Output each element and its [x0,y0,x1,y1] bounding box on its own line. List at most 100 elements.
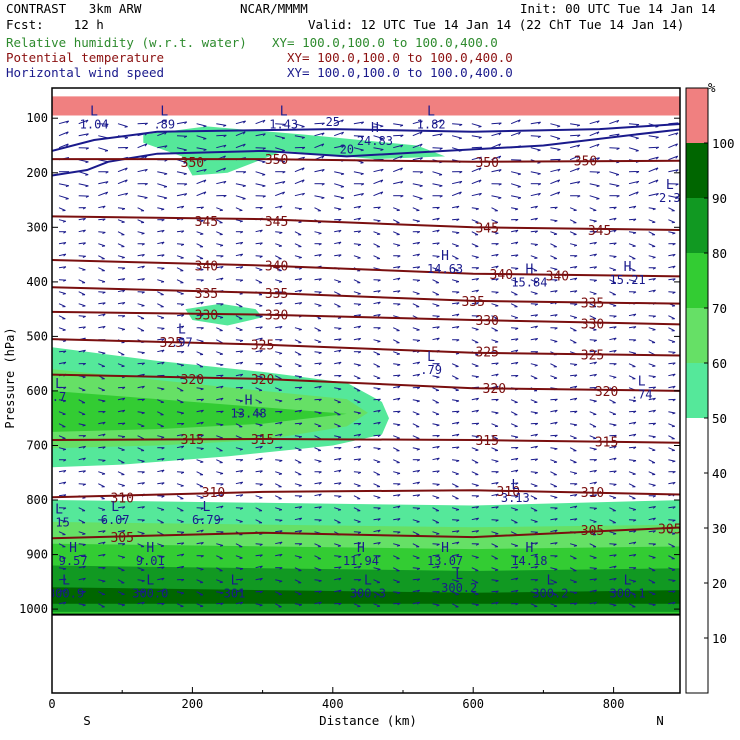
wind-vector-head [82,326,86,330]
wind-vector [294,506,302,509]
wind-vector [137,327,145,332]
wind-vector-head [416,279,421,282]
wind-vector-head [613,497,617,499]
wind-vector [589,507,597,509]
wind-vector [157,555,165,557]
wind-vector-head [240,266,244,269]
wind-vector [294,397,302,401]
wind-vector [432,495,440,499]
wind-vector [157,207,165,210]
wind-vector [668,195,679,199]
wind-vector-head [439,185,443,188]
wind-vector-head [102,291,106,294]
colorbar-swatch [686,583,708,639]
wind-vector-head [417,266,421,269]
theta-contour-label: 340 [490,268,513,283]
wind-vector [98,387,105,391]
wind-vector [137,219,145,223]
wind-vector-head [220,505,224,509]
low-marker: L [231,574,239,589]
wind-vector [452,123,463,125]
wind-vector [373,123,384,127]
wind-vector [176,519,184,523]
wind-vector [451,363,459,367]
wind-vector-head [82,229,86,233]
wind-vector-head [220,518,224,521]
wind-vector [392,567,400,572]
wind-vector-head [318,291,322,294]
wind-vector-head [436,229,440,233]
wind-vector [98,313,106,317]
wind-vector [353,399,361,403]
wind-vector-head [652,365,656,367]
wind-vector-head [219,244,224,247]
wind-vector-head [240,470,244,473]
wind-vector-head [63,459,67,462]
wind-vector-head [436,533,440,535]
wind-vector [58,350,67,353]
wind-vector-head [495,482,499,485]
wind-vector-head [534,566,539,569]
wind-vector [550,434,558,437]
wind-vector [550,398,558,401]
wind-vector [451,180,463,185]
wind-vector [412,601,420,605]
wind-vector [451,205,460,209]
wind-vector-head [613,337,617,341]
wind-vector-head [318,398,322,402]
wind-vector [373,255,381,260]
wind-vector-head [380,125,384,128]
wind-vector-head [200,448,204,451]
wind-vector [609,423,617,426]
extrema-value: 1.82 [417,118,446,132]
wind-vector [628,459,637,462]
wind-vector-head [672,232,676,235]
wind-vector [589,555,597,559]
wind-vector-head [200,421,204,425]
wind-vector [393,579,400,583]
wind-vector-head [534,293,538,295]
low-marker: L [202,500,210,515]
wind-vector-head [574,277,578,281]
theta-contour-345 [52,215,680,231]
wind-vector-head [121,257,125,259]
wind-vector-head [161,602,165,606]
wind-vector-head [121,436,126,439]
wind-vector-head [593,589,597,593]
wind-vector [628,483,636,488]
wind-vector-head [515,458,519,461]
wind-vector-head [240,231,244,234]
wind-vector [294,179,305,185]
wind-vector-head [436,255,440,259]
wind-vector [353,603,361,607]
high-marker: H [357,541,365,556]
wind-vector [393,243,401,246]
wind-vector-head [105,181,109,184]
wind-vector-head [613,305,617,307]
wind-vector [491,423,499,427]
wind-vector-head [104,150,108,152]
wind-vector [510,131,521,137]
wind-vector-head [515,566,519,570]
wind-vector [117,231,125,236]
wind-vector-head [121,604,126,607]
wind-vector [609,291,616,296]
wind-vector-head [613,326,617,329]
wind-vector [550,267,558,270]
wind-vector [511,327,519,329]
wind-vector [98,519,106,521]
wind-vector [412,361,420,365]
wind-vector [137,168,148,173]
wind-vector [648,555,656,559]
wind-vector-head [259,350,263,353]
theta-contour-label: 340 [265,260,288,275]
wind-vector-head [475,302,480,305]
wind-vector-head [318,362,322,366]
wind-vector [196,191,207,197]
wind-vector [157,338,165,341]
wind-vector-head [574,397,578,401]
wind-vector-head [125,167,128,171]
wind-vector-head [417,361,421,365]
wind-vector-head [554,518,558,521]
wind-vector-head [652,208,656,211]
